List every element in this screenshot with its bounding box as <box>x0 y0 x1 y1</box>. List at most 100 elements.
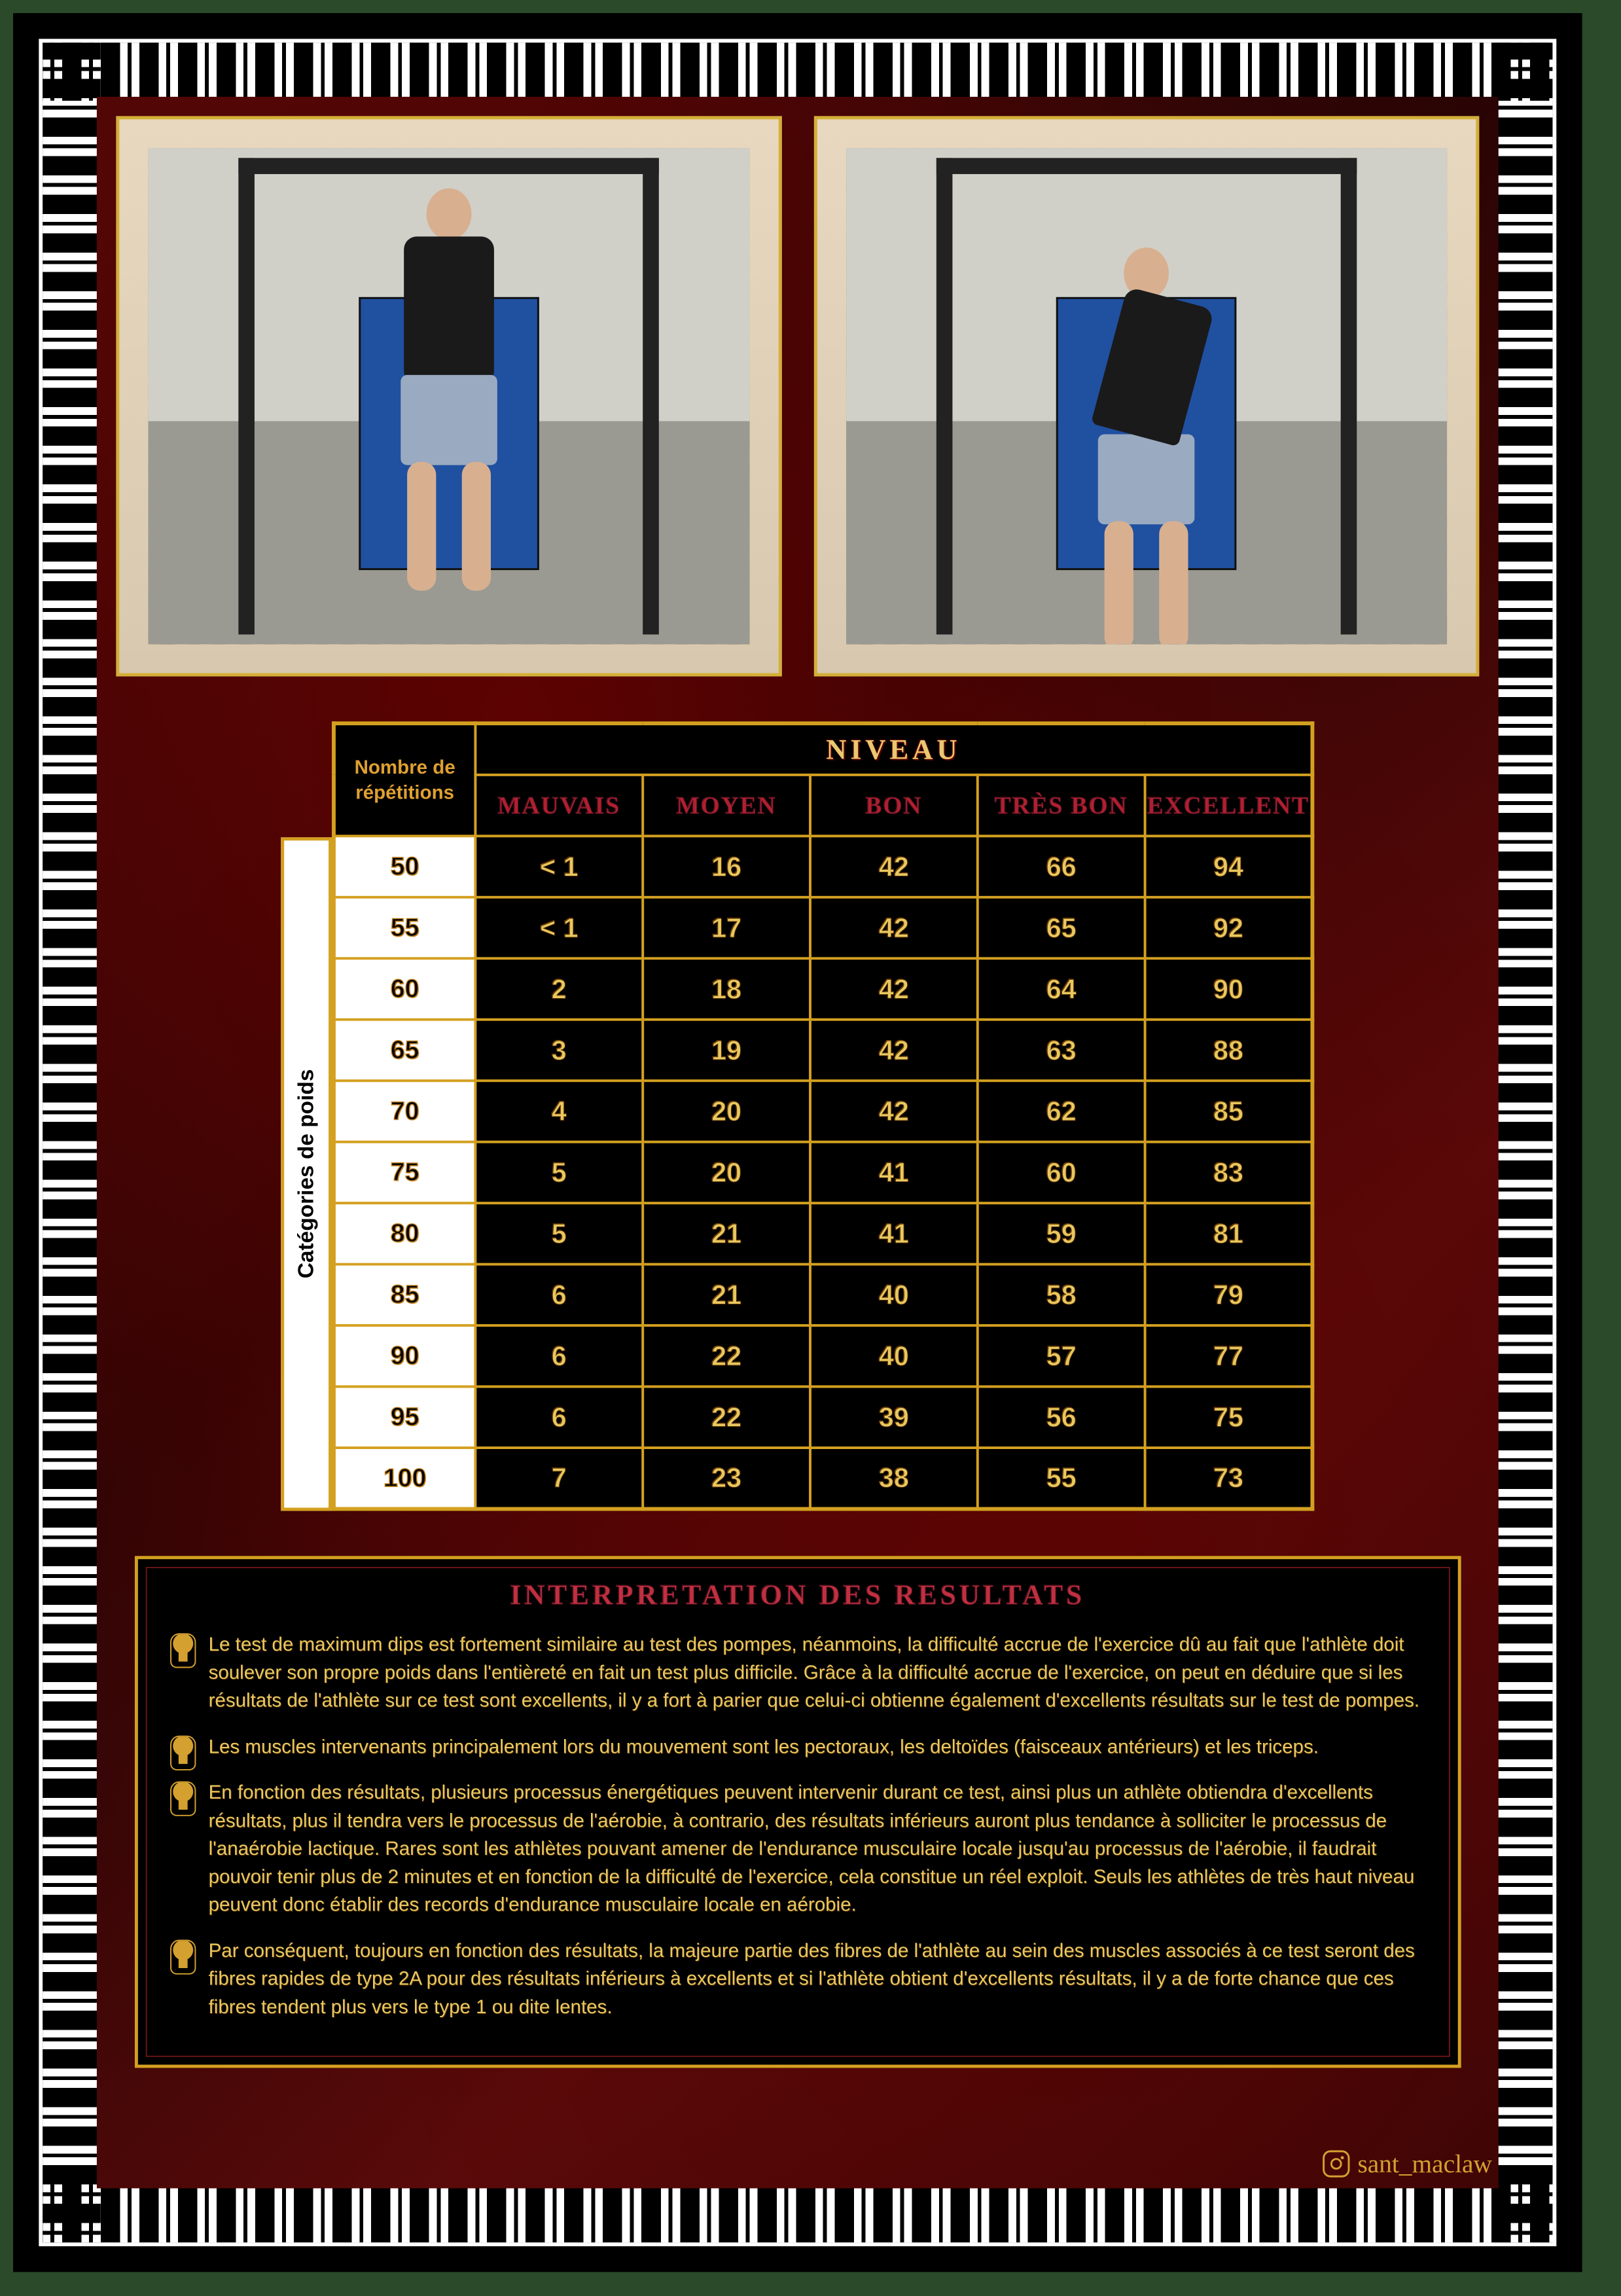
value-cell: 2 <box>475 958 643 1019</box>
value-cell: 42 <box>810 836 978 897</box>
value-cell: 66 <box>978 836 1145 897</box>
value-cell: 38 <box>810 1448 978 1509</box>
interpretation-list: Le test de maximum dips est fortement si… <box>170 1630 1426 2020</box>
value-cell: 57 <box>978 1325 1145 1386</box>
value-cell: 65 <box>978 897 1145 958</box>
value-cell: 5 <box>475 1142 643 1203</box>
weight-cell: 70 <box>334 1081 475 1141</box>
level-header-très-bon: TRÈS BON <box>978 775 1145 836</box>
page: Catégories de poids Nombre de répétition… <box>13 13 1582 2272</box>
value-cell: 42 <box>810 1020 978 1081</box>
value-cell: 7 <box>475 1448 643 1509</box>
value-cell: 83 <box>1145 1142 1313 1203</box>
value-cell: 16 <box>643 836 810 897</box>
content-area: Catégories de poids Nombre de répétition… <box>116 116 1479 2169</box>
results-table: Nombre de répétitions NIVEAU MAUVAISMOYE… <box>332 721 1314 1511</box>
value-cell: 3 <box>475 1020 643 1081</box>
table-row: 70420426285 <box>334 1081 1312 1141</box>
table-row: 95622395675 <box>334 1387 1312 1448</box>
table-row: 100723385573 <box>334 1448 1312 1509</box>
photo-dips-bottom <box>813 116 1479 676</box>
value-cell: 4 <box>475 1081 643 1141</box>
table-row: 65319426388 <box>334 1020 1312 1081</box>
value-cell: 60 <box>978 1142 1145 1203</box>
value-cell: 22 <box>643 1325 810 1386</box>
interpretation-point: Le test de maximum dips est fortement si… <box>170 1630 1426 1714</box>
value-cell: 6 <box>475 1387 643 1448</box>
value-cell: 6 <box>475 1265 643 1325</box>
interpretation-box: INTERPRETATION DES RESULTATS Le test de … <box>134 1556 1461 2068</box>
footer-handle: sant_maclaw <box>1357 2148 1491 2178</box>
interpretation-title: INTERPRETATION DES RESULTATS <box>170 1579 1426 1611</box>
interpretation-point: En fonction des résultats, plusieurs pro… <box>170 1779 1426 1919</box>
value-cell: 41 <box>810 1142 978 1203</box>
instagram-icon <box>1323 2150 1349 2177</box>
value-cell: 20 <box>643 1142 810 1203</box>
footer-credit: sant_maclaw <box>1323 2148 1492 2178</box>
value-cell: < 1 <box>475 836 643 897</box>
value-cell: 90 <box>1145 958 1313 1019</box>
value-cell: 21 <box>643 1265 810 1325</box>
value-cell: < 1 <box>475 897 643 958</box>
value-cell: 92 <box>1145 897 1313 958</box>
table-row: 80521415981 <box>334 1203 1312 1264</box>
value-cell: 77 <box>1145 1325 1313 1386</box>
weight-cell: 60 <box>334 958 475 1019</box>
level-header-moyen: MOYEN <box>643 775 810 836</box>
value-cell: 64 <box>978 958 1145 1019</box>
reps-header: Nombre de répétitions <box>334 723 475 836</box>
table-section: Catégories de poids Nombre de répétition… <box>116 721 1479 1511</box>
value-cell: 75 <box>1145 1387 1313 1448</box>
table-row: 55< 117426592 <box>334 897 1312 958</box>
value-cell: 85 <box>1145 1081 1313 1141</box>
value-cell: 63 <box>978 1020 1145 1081</box>
value-cell: 21 <box>643 1203 810 1264</box>
weight-cell: 90 <box>334 1325 475 1386</box>
value-cell: 73 <box>1145 1448 1313 1509</box>
value-cell: 55 <box>978 1448 1145 1509</box>
value-cell: 18 <box>643 958 810 1019</box>
value-cell: 42 <box>810 958 978 1019</box>
weight-cell: 75 <box>334 1142 475 1203</box>
value-cell: 40 <box>810 1265 978 1325</box>
value-cell: 40 <box>810 1325 978 1386</box>
value-cell: 58 <box>978 1265 1145 1325</box>
value-cell: 23 <box>643 1448 810 1509</box>
value-cell: 42 <box>810 1081 978 1141</box>
value-cell: 94 <box>1145 836 1313 897</box>
weight-cell: 85 <box>334 1265 475 1325</box>
table-row: 50< 116426694 <box>334 836 1312 897</box>
value-cell: 59 <box>978 1203 1145 1264</box>
table-row: 90622405777 <box>334 1325 1312 1386</box>
table-row: 85621405879 <box>334 1265 1312 1325</box>
weight-cell: 55 <box>334 897 475 958</box>
weight-cell: 65 <box>334 1020 475 1081</box>
interpretation-point: Par conséquent, toujours en fonction des… <box>170 1937 1426 2020</box>
value-cell: 5 <box>475 1203 643 1264</box>
interpretation-point: Les muscles intervenants principalement … <box>170 1732 1426 1761</box>
photo-row <box>116 116 1479 676</box>
value-cell: 41 <box>810 1203 978 1264</box>
photo-dips-top <box>116 116 781 676</box>
weight-cell: 100 <box>334 1448 475 1509</box>
weight-cell: 50 <box>334 836 475 897</box>
value-cell: 19 <box>643 1020 810 1081</box>
niveau-header: NIVEAU <box>475 723 1312 775</box>
value-cell: 88 <box>1145 1020 1313 1081</box>
value-cell: 39 <box>810 1387 978 1448</box>
value-cell: 20 <box>643 1081 810 1141</box>
value-cell: 6 <box>475 1325 643 1386</box>
weight-cell: 95 <box>334 1387 475 1448</box>
value-cell: 79 <box>1145 1265 1313 1325</box>
value-cell: 22 <box>643 1387 810 1448</box>
value-cell: 56 <box>978 1387 1145 1448</box>
value-cell: 81 <box>1145 1203 1313 1264</box>
level-header-excellent: EXCELLENT <box>1145 775 1313 836</box>
level-header-mauvais: MAUVAIS <box>475 775 643 836</box>
weight-categories-label: Catégories de poids <box>281 837 332 1511</box>
value-cell: 42 <box>810 897 978 958</box>
weight-cell: 80 <box>334 1203 475 1264</box>
level-header-bon: BON <box>810 775 978 836</box>
value-cell: 62 <box>978 1081 1145 1141</box>
value-cell: 17 <box>643 897 810 958</box>
